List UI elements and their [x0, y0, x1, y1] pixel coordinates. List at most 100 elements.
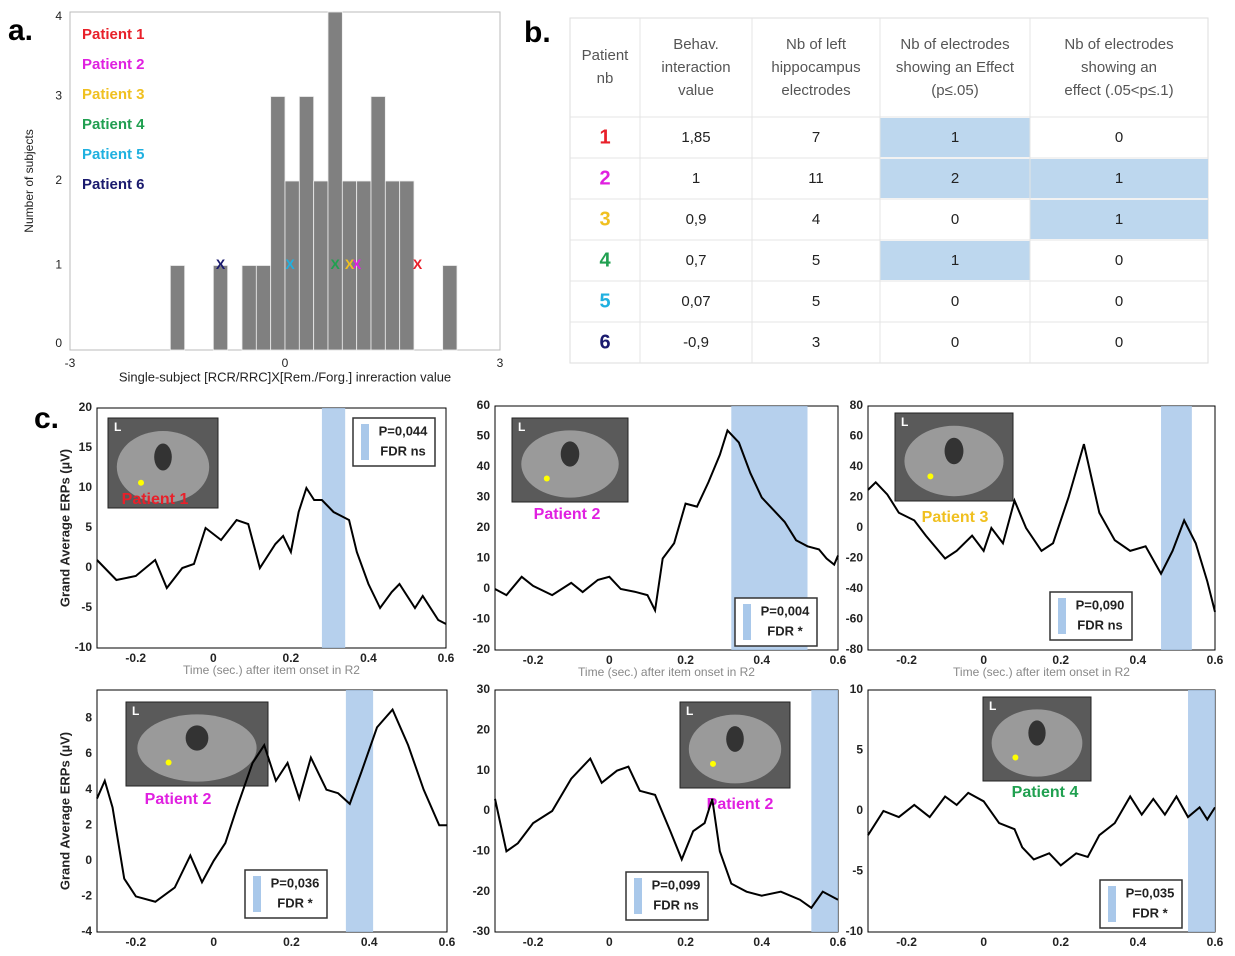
y-tick-label: 10 [477, 551, 491, 565]
y-tick-label: -10 [473, 844, 491, 858]
y-tick-label: 20 [477, 520, 491, 534]
mri-electrode [927, 473, 933, 479]
table-cell: 0 [1115, 252, 1123, 269]
bar [170, 266, 184, 351]
annotation-swatch [253, 876, 261, 912]
mri-ventricle [154, 444, 172, 471]
bar [371, 97, 385, 351]
table-cell: 4 [812, 211, 820, 228]
bar [443, 266, 457, 351]
patient-label: Patient 1 [122, 491, 189, 508]
annotation-text: P=0,035 [1126, 885, 1175, 900]
x-tick-label: 0.6 [439, 935, 456, 949]
y-tick-label: -4 [81, 924, 92, 938]
table-cell: 1 [599, 126, 610, 148]
table-header: Nb of left [786, 36, 847, 53]
mri-electrode [166, 759, 172, 765]
y-tick-label: 0 [483, 581, 490, 595]
mri-electrode [710, 761, 716, 767]
bar [213, 266, 227, 351]
table-cell: 1 [951, 252, 959, 269]
mri-ventricle [1028, 720, 1045, 745]
table-cell: 11 [808, 170, 824, 187]
annotation-text: P=0,036 [271, 875, 320, 890]
table-cell: 5 [812, 252, 820, 269]
y-tick-label: -2 [81, 889, 92, 903]
y-axis-label: Number of subjects [22, 129, 36, 232]
table-header: Nb of electrodes [900, 36, 1009, 53]
table-header: showing an [1081, 59, 1157, 76]
y-tick-label: 0 [483, 803, 490, 817]
table-cell: 3 [812, 334, 820, 351]
y-tick-label: 30 [477, 490, 491, 504]
patient-marker: X [413, 256, 423, 272]
bar [314, 181, 328, 350]
legend-entry: Patient 5 [82, 146, 145, 163]
y-tick-label: -60 [846, 612, 864, 626]
mri-ventricle [726, 726, 744, 752]
x-tick-label: 0.2 [677, 935, 694, 949]
y-tick-label: -5 [852, 864, 863, 878]
annotation-text: P=0,044 [379, 423, 429, 438]
table-cell: 6 [599, 331, 610, 353]
x-tick-label: -0.2 [126, 935, 147, 949]
annotation-text: FDR * [767, 623, 803, 638]
bar [299, 97, 313, 351]
annotation-text: FDR ns [653, 897, 699, 912]
y-tick-label: 2 [55, 173, 62, 187]
table-header: hippocampus [771, 59, 860, 76]
table-header: (p≤.05) [931, 82, 978, 99]
x-tick-label: 0.6 [1207, 935, 1224, 949]
y-tick-label: 10 [850, 682, 864, 696]
bar [256, 266, 270, 351]
y-tick-label: 8 [85, 711, 92, 725]
y-tick-label: 20 [79, 400, 93, 414]
bar [400, 181, 414, 350]
patient-label: Patient 2 [145, 791, 212, 808]
annotation-swatch [361, 424, 369, 460]
table-cell: -0,9 [683, 334, 709, 351]
panel-label: b. [524, 16, 551, 49]
x-tick-label: 0.4 [753, 935, 770, 949]
mri-electrode [138, 480, 144, 486]
annotation-swatch [634, 878, 642, 914]
y-tick-label: -20 [846, 551, 864, 565]
annotation-text: FDR ns [380, 443, 426, 458]
table-cell: 3 [599, 208, 610, 230]
table-header: value [678, 82, 714, 99]
mri-ventricle [945, 438, 964, 464]
inset-label: L [132, 704, 139, 718]
patient-label: Patient 4 [1012, 784, 1079, 801]
mri-electrode [544, 475, 550, 481]
y-tick-label: 10 [79, 480, 93, 494]
y-axis-label: Grand Average ERPs (µV) [57, 732, 72, 890]
y-tick-label: 15 [79, 440, 93, 454]
table-cell: 2 [951, 170, 959, 187]
table-cell: 1 [951, 129, 959, 146]
patient-marker: X [216, 256, 226, 272]
y-tick-label: -10 [75, 640, 93, 654]
table-header: showing an Effect [896, 59, 1015, 76]
panel-label: a. [8, 14, 33, 47]
inset-label: L [989, 699, 996, 713]
x-tick-label: -3 [65, 356, 76, 370]
y-tick-label: -20 [473, 884, 491, 898]
annotation-text: P=0,004 [761, 603, 811, 618]
annotation-text: FDR * [277, 895, 313, 910]
table-cell: 5 [599, 290, 610, 312]
table-cell: 2 [599, 167, 610, 189]
bar [271, 97, 285, 351]
y-tick-label: -10 [846, 924, 864, 938]
significance-shade [811, 690, 838, 932]
bar [385, 181, 399, 350]
y-tick-label: 2 [85, 817, 92, 831]
legend-entry: Patient 3 [82, 86, 145, 103]
y-tick-label: 3 [55, 89, 62, 103]
y-tick-label: 60 [477, 398, 491, 412]
patient-marker: X [345, 256, 355, 272]
x-tick-label: 0.4 [1130, 653, 1147, 667]
annotation-swatch [743, 604, 751, 640]
table-header: effect (.05<p≤.1) [1064, 82, 1173, 99]
legend-entry: Patient 4 [82, 116, 145, 133]
y-tick-label: 0 [856, 803, 863, 817]
